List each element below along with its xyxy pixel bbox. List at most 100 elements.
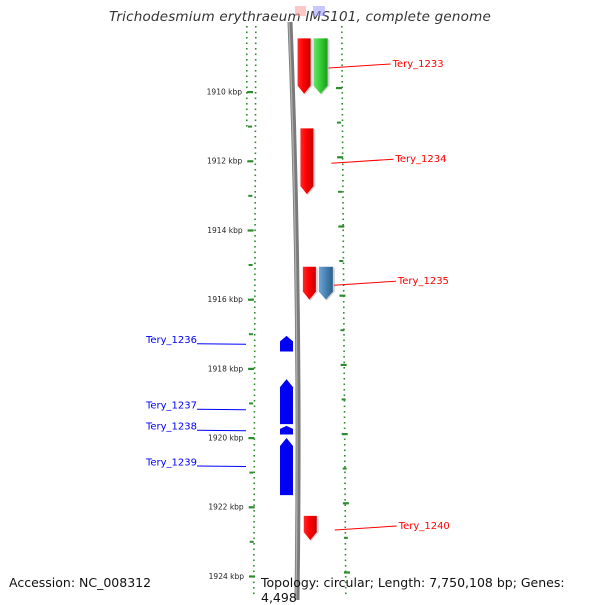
ruler-dot [344, 493, 346, 496]
tick-mark-left [247, 91, 253, 94]
ruler-dot [343, 400, 346, 402]
ruler-dot [343, 339, 345, 342]
ruler-dot [253, 350, 256, 353]
faded-gene-red [295, 6, 306, 16]
ruler-dot [253, 433, 256, 435]
gene-arrow-tery_1239[interactable] [280, 438, 293, 496]
ruler-dot [253, 482, 255, 485]
tick-label: 1912 kbp [207, 157, 243, 166]
ruler-dot [254, 262, 256, 265]
ruler-dot [341, 37, 343, 39]
ruler-dot [254, 108, 257, 111]
ruler-dot [342, 180, 344, 182]
tick-mark-minor [249, 471, 254, 474]
gene-arrow-tery_1236[interactable] [280, 335, 293, 352]
tick-mark-minor [342, 467, 347, 470]
gene-leader-line [196, 429, 247, 432]
ruler-dot [343, 323, 345, 325]
tick-mark-left [247, 160, 254, 163]
gene-leader-line [196, 408, 247, 411]
ruler-dot [253, 466, 256, 468]
ruler-dot [246, 70, 248, 72]
ruler-dot [254, 97, 257, 100]
ruler-dot [341, 119, 344, 122]
ruler-dot [253, 587, 255, 589]
ruler-dot [254, 279, 256, 281]
ruler-dot [253, 400, 256, 402]
gene-leader-line [196, 343, 247, 345]
ruler-dot [254, 246, 256, 248]
ruler-dot [343, 372, 345, 375]
tick-mark-right [336, 87, 342, 90]
ruler-dot [254, 191, 256, 193]
ruler-dot [254, 92, 257, 94]
ruler-dot [344, 455, 346, 457]
gene-arrow-unlabeled[interactable] [313, 38, 328, 94]
ruler-dot [253, 339, 256, 342]
gene-arrow-tery_1234[interactable] [300, 128, 314, 195]
ruler-dot [253, 367, 256, 369]
ruler-dot [246, 42, 248, 45]
ruler-dot [342, 301, 345, 303]
gene-arrow-tery_1235[interactable] [302, 266, 316, 300]
faded-gene-blue [313, 6, 325, 16]
ruler-dot [246, 53, 248, 56]
ruler-dot [341, 125, 344, 127]
gene-arrow-tery_1237[interactable] [280, 379, 293, 425]
ruler-dot [344, 581, 347, 584]
gene-label-tery_1236[interactable]: Tery_1236 [145, 335, 197, 346]
ruler-dot [342, 202, 344, 204]
ruler-dot [254, 185, 256, 188]
tick-mark-minor [338, 190, 343, 193]
ruler-dot [344, 510, 346, 512]
gene-arrow-tery_1240[interactable] [303, 515, 317, 541]
gene-label-tery_1237[interactable]: Tery_1237 [145, 401, 197, 412]
ruler-dot [253, 460, 256, 463]
ruler-dot [254, 323, 256, 325]
genome-summary-text: Topology: circular; Length: 7,750,108 bp… [261, 575, 565, 605]
ruler-dot [344, 576, 347, 578]
ruler-dot [254, 312, 256, 314]
ruler-dot [254, 125, 257, 127]
ruler-dot [341, 103, 344, 105]
ruler-dot [343, 438, 346, 441]
ruler-dot [255, 26, 257, 28]
ruler-dot [341, 108, 344, 111]
tick-mark-minor [249, 402, 254, 405]
gene-label-tery_1238[interactable]: Tery_1238 [145, 422, 197, 433]
ruler-dot [254, 119, 257, 122]
ruler-dot [253, 504, 255, 507]
ruler-dot [254, 229, 256, 232]
ruler-dot [341, 59, 343, 61]
gene-arrow-unlabeled[interactable] [318, 266, 333, 300]
gene-label-tery_1233[interactable]: Tery_1233 [392, 59, 444, 70]
tick-mark-left [248, 437, 255, 440]
ruler-dot [253, 334, 256, 336]
gene-arrow-tery_1238[interactable] [280, 425, 293, 435]
gene-label-tery_1240[interactable]: Tery_1240 [398, 521, 450, 532]
ruler-dot [255, 31, 257, 34]
ruler-dot [253, 361, 256, 364]
gene-arrow-tery_1233[interactable] [297, 38, 311, 94]
ruler-dot [254, 130, 257, 133]
ruler-dot [246, 26, 248, 28]
genome-backbone [287, 21, 301, 600]
ruler-dot [254, 202, 256, 204]
ruler-dot [344, 460, 346, 463]
ruler-dot [253, 438, 256, 441]
gene-label-tery_1239[interactable]: Tery_1239 [145, 458, 197, 469]
ruler-dot [254, 163, 257, 166]
tick-mark-left [248, 367, 255, 370]
gene-label-tery_1235[interactable]: Tery_1235 [397, 276, 449, 287]
tick-mark-right [340, 363, 347, 366]
gene-label-tery_1234[interactable]: Tery_1234 [394, 154, 446, 165]
ruler-dot [254, 103, 257, 105]
ruler-dot [343, 361, 345, 364]
ruler-dot [254, 42, 257, 45]
ruler-dot [344, 449, 346, 452]
ruler-dot [344, 532, 347, 534]
tick-mark-right [341, 433, 348, 436]
tick-mark-minor [339, 260, 344, 262]
gene-leader-line [331, 158, 394, 164]
